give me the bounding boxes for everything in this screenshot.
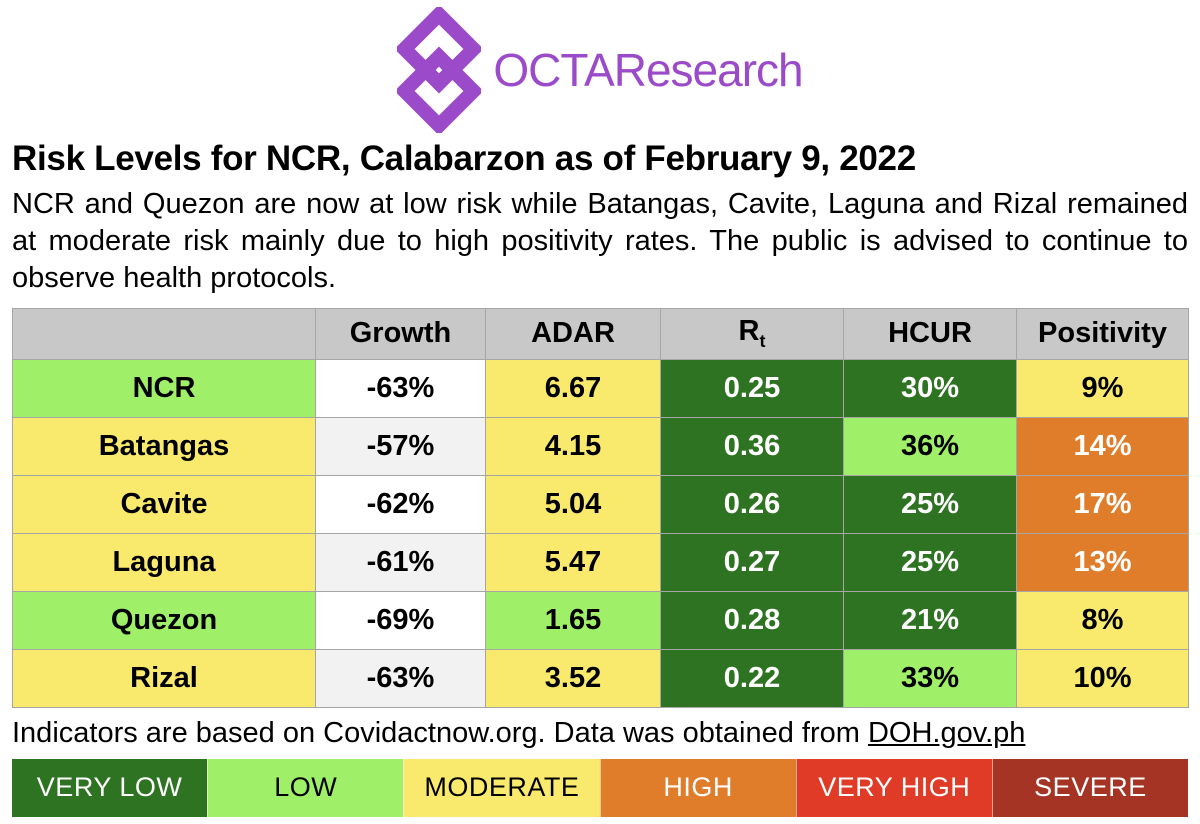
cell-rizal-adar: 3.52 xyxy=(485,648,661,708)
row-label-quezon: Quezon xyxy=(12,590,316,650)
legend-very-high: VERY HIGH xyxy=(795,758,992,817)
header-rt: Rt xyxy=(660,307,844,360)
logo-text: OCTAResearch xyxy=(493,44,803,96)
cell-rizal-growth: -63% xyxy=(315,648,486,708)
cell-laguna-growth: -61% xyxy=(315,532,486,592)
cell-batangas-growth: -57% xyxy=(315,416,486,476)
cell-cavite-growth: -62% xyxy=(315,474,486,534)
footnote-text: Indicators are based on Covidactnow.org.… xyxy=(12,716,868,749)
table-row-rizal: Rizal -63% 3.52 0.22 33% 10% xyxy=(12,648,1189,708)
cell-laguna-rt: 0.27 xyxy=(660,532,844,592)
header-growth: Growth xyxy=(315,307,486,360)
header-positivity: Positivity xyxy=(1016,307,1189,360)
cell-ncr-growth: -63% xyxy=(315,358,486,418)
legend-low: LOW xyxy=(207,758,404,817)
cell-cavite-positivity: 17% xyxy=(1016,474,1189,534)
cell-ncr-adar: 6.67 xyxy=(485,358,661,418)
cell-laguna-positivity: 13% xyxy=(1016,532,1189,592)
cell-quezon-hcur: 21% xyxy=(843,590,1017,650)
header-blank xyxy=(12,307,316,360)
cell-quezon-adar: 1.65 xyxy=(485,590,661,650)
risk-legend: VERY LOW LOW MODERATE HIGH VERY HIGH SEV… xyxy=(12,758,1189,817)
footnote: Indicators are based on Covidactnow.org.… xyxy=(12,717,1188,750)
header-hcur: HCUR xyxy=(843,307,1017,360)
row-label-laguna: Laguna xyxy=(12,532,316,592)
table-row-batangas: Batangas -57% 4.15 0.36 36% 14% xyxy=(12,416,1189,476)
cell-quezon-growth: -69% xyxy=(315,590,486,650)
cell-batangas-adar: 4.15 xyxy=(485,416,661,476)
cell-ncr-hcur: 30% xyxy=(843,358,1017,418)
legend-severe: SEVERE xyxy=(991,758,1189,817)
cell-quezon-rt: 0.28 xyxy=(660,590,844,650)
table-row-quezon: Quezon -69% 1.65 0.28 21% 8% xyxy=(12,590,1189,650)
cell-batangas-rt: 0.36 xyxy=(660,416,844,476)
cell-ncr-positivity: 9% xyxy=(1016,358,1189,418)
cell-rizal-hcur: 33% xyxy=(843,648,1017,708)
header-row: Growth ADAR Rt HCUR Positivity xyxy=(12,307,1189,360)
header-adar: ADAR xyxy=(485,307,661,360)
octa-diamonds-icon xyxy=(397,7,482,133)
page-title: Risk Levels for NCR, Calabarzon as of Fe… xyxy=(12,139,916,178)
cell-rizal-positivity: 10% xyxy=(1016,648,1189,708)
row-label-cavite: Cavite xyxy=(12,474,316,534)
cell-cavite-hcur: 25% xyxy=(843,474,1017,534)
legend-very-low: VERY LOW xyxy=(12,758,208,817)
legend-moderate: MODERATE xyxy=(403,758,600,817)
cell-cavite-adar: 5.04 xyxy=(485,474,661,534)
description-text: NCR and Quezon are now at low risk while… xyxy=(12,187,1188,294)
row-label-ncr: NCR xyxy=(12,358,316,418)
cell-cavite-rt: 0.26 xyxy=(660,474,844,534)
octa-research-logo: OCTAResearch xyxy=(0,0,1200,133)
doh-link[interactable]: DOH.gov.ph xyxy=(867,716,1026,749)
cell-laguna-adar: 5.47 xyxy=(485,532,661,592)
cell-ncr-rt: 0.25 xyxy=(660,358,844,418)
cell-batangas-positivity: 14% xyxy=(1016,416,1189,476)
row-label-batangas: Batangas xyxy=(12,416,316,476)
table-row-cavite: Cavite -62% 5.04 0.26 25% 17% xyxy=(12,474,1189,534)
cell-rizal-rt: 0.22 xyxy=(660,648,844,708)
table-row-laguna: Laguna -61% 5.47 0.27 25% 13% xyxy=(12,532,1189,592)
table-row-ncr: NCR -63% 6.67 0.25 30% 9% xyxy=(12,358,1189,418)
legend-high: HIGH xyxy=(599,758,796,817)
cell-batangas-hcur: 36% xyxy=(843,416,1017,476)
row-label-rizal: Rizal xyxy=(12,648,316,708)
risk-table: Growth ADAR Rt HCUR Positivity NCR -63% … xyxy=(12,307,1189,708)
cell-laguna-hcur: 25% xyxy=(843,532,1017,592)
cell-quezon-positivity: 8% xyxy=(1016,590,1189,650)
